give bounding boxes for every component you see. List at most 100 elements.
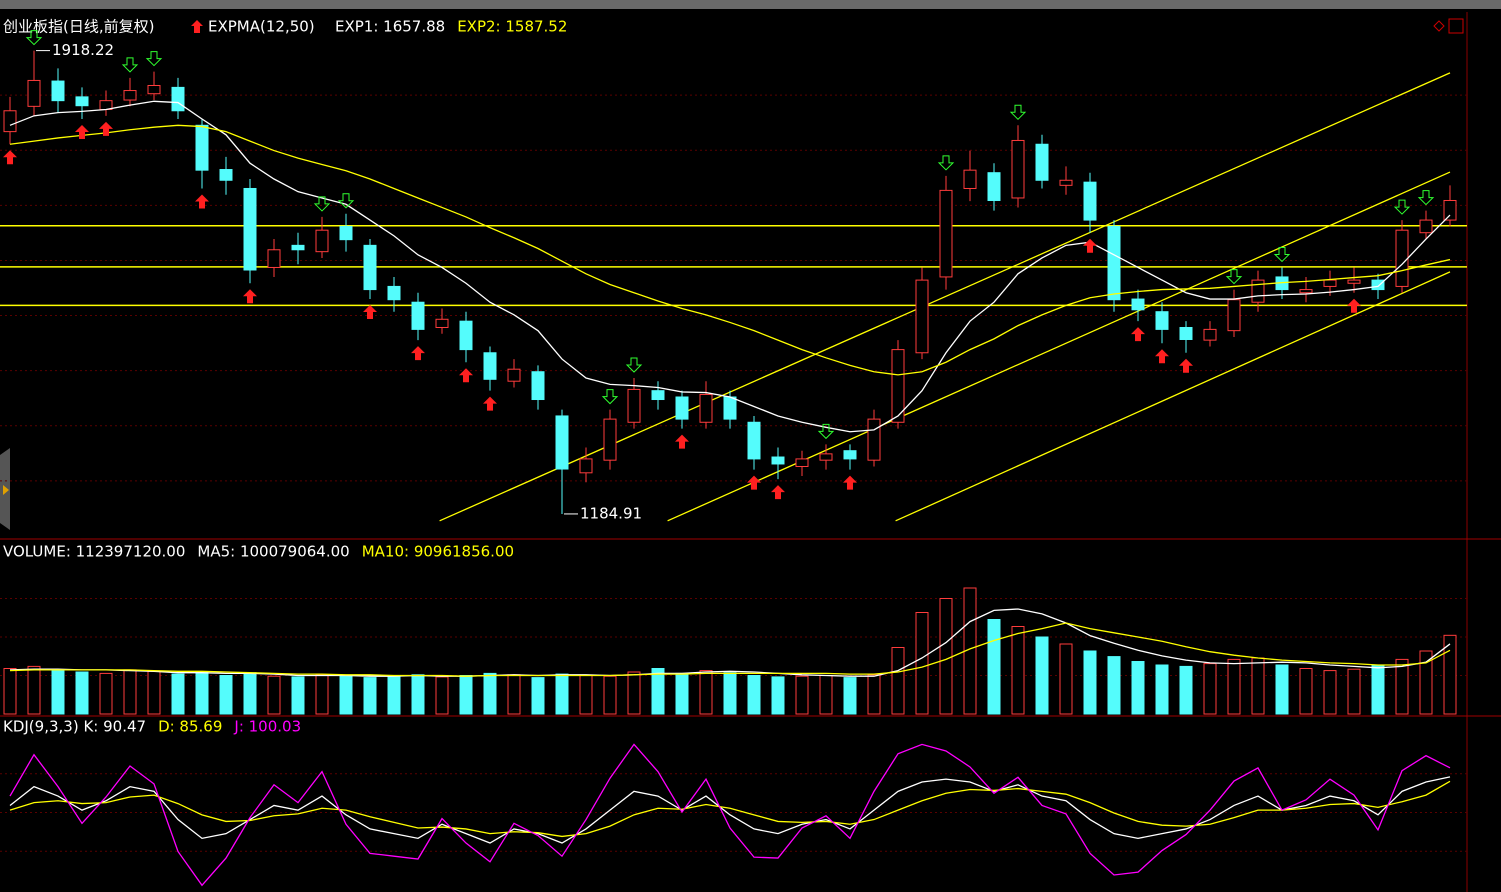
candle-body [795,458,809,467]
candle-body [939,189,953,278]
volume-bar [1035,636,1049,715]
candle-body [123,90,137,101]
volume-bar [435,676,449,715]
volume-bar [195,671,209,715]
volume-bar [819,675,833,715]
candle-body [195,124,209,171]
volume-bar [1371,664,1385,715]
sell-signal [121,57,139,73]
legend-entry: J: 100.03 [233,718,301,736]
volume-bar [1299,668,1313,715]
buy-signal [99,121,113,136]
side-tab-arrow [3,485,9,495]
buy-signal [843,475,857,490]
candle-body [987,172,1001,201]
candle-body [267,249,281,268]
candle-body [291,244,305,251]
legend-entry: MA10: 90961856.00 [362,543,514,561]
volume-bar [1419,650,1433,715]
candle-body [531,371,545,401]
candle-body [747,421,761,460]
volume-bar [99,672,113,715]
candle-body [915,279,929,354]
buy-signal [483,396,497,411]
volume-bar [651,668,665,715]
buy-signal [771,485,785,500]
volume-bar [267,675,281,715]
volume-bar [339,675,353,715]
volume-bar [3,668,17,715]
sell-signal [1417,190,1435,206]
volume-bar [1347,668,1361,715]
indicator-name: EXPMA(12,50) [208,18,315,36]
volume-bar [387,675,401,715]
legend-entry: MA5: 100079064.00 [197,543,349,561]
candle-body [411,301,425,330]
volume-bar [891,647,905,715]
candle-body [675,396,689,420]
volume-bar [459,675,473,715]
legend-entry: VOLUME: 112397120.00 [3,543,185,561]
volume-bar [315,674,329,715]
chart-title: 创业板指(日线,前复权) [3,18,154,36]
candle-body [1299,289,1313,294]
volume-bar [699,670,713,715]
window-button[interactable] [1433,20,1445,32]
buy-signal [1347,298,1361,313]
window-button[interactable] [1448,18,1464,34]
candle-body [219,169,233,181]
volume-bar [603,675,617,715]
candle-body [1035,143,1049,181]
kdj-line [9,776,1451,844]
candle-body [579,458,593,474]
candle-body [1227,299,1241,332]
volume-bar [1227,658,1241,715]
kdj-line [9,743,1451,887]
candle-body [435,318,449,328]
volume-bar [1395,658,1409,715]
sell-signal [601,389,619,405]
volume-bar [75,671,89,715]
candle-body [1251,279,1265,303]
volume-bar [27,665,41,715]
expma-line [9,100,1451,433]
candle-body [1419,219,1433,234]
volume-bar [1059,643,1073,715]
candle-body [963,169,977,189]
candle-body [771,456,785,465]
candle-body [1203,328,1217,341]
candle-body [507,368,521,382]
volume-bar [771,676,785,715]
volume-bar [1203,663,1217,715]
volume-bar [1251,657,1265,715]
buy-signal [411,346,425,361]
volume-bar [1011,626,1025,715]
volume-bar [555,673,569,715]
sell-signal [1225,269,1243,285]
buy-signal [747,475,761,490]
volume-bar [795,675,809,715]
candle-body [891,349,905,423]
volume-bar [1131,661,1145,715]
volume-bar [507,674,521,715]
volume-bar [1323,670,1337,715]
volume-ma-line [9,622,1451,677]
sell-signal [1393,199,1411,215]
candle-body [819,453,833,461]
volume-bar [579,675,593,715]
volume-bar [867,674,881,715]
candle-body [75,96,89,107]
legend-entry: EXP1: 1657.88 [335,18,445,36]
volume-bar [363,677,377,715]
sell-signal [145,51,163,67]
volume-bar [1083,650,1097,715]
annotation: 1184.91 [580,504,642,522]
buy-signal [1131,327,1145,342]
candle-body [147,84,161,95]
candle-body [723,396,737,420]
legend-entry: KDJ(9,3,3) K: 90.47 [3,718,146,736]
volume-bar [1275,664,1289,715]
legend-entry: D: 85.69 [158,718,222,736]
volume-bar [531,677,545,715]
volume-ma-line [9,608,1451,677]
